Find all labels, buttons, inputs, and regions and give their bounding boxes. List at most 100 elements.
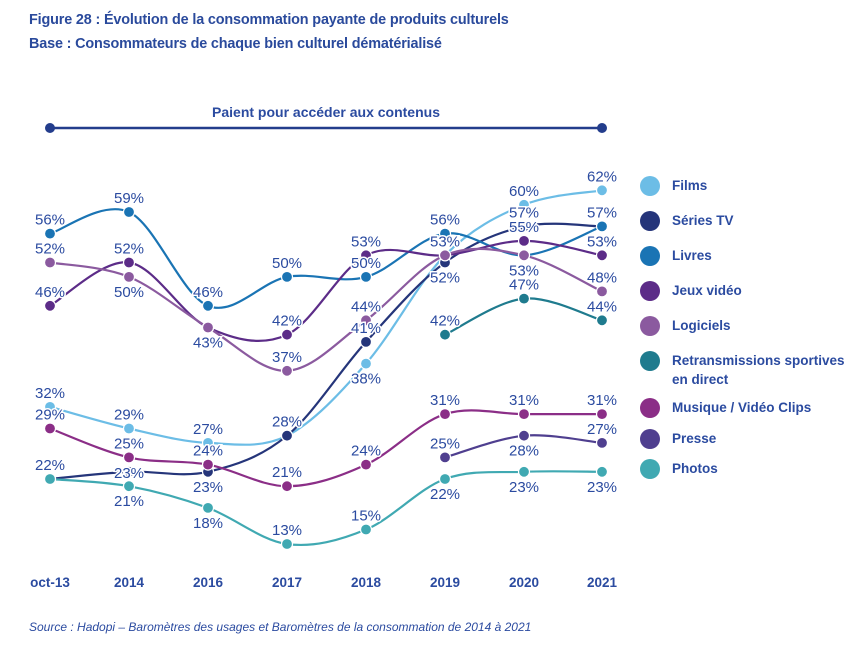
data-label-jeux-video: 52% (114, 241, 144, 258)
x-tick-label: 2016 (193, 575, 224, 590)
data-point-photos (359, 523, 373, 536)
data-label-series-tv: 57% (509, 204, 539, 221)
data-point-photos (438, 472, 452, 486)
data-point-livres (201, 299, 215, 312)
series-line-series-tv (49, 222, 603, 481)
legend-label: Films (672, 178, 708, 193)
data-label-musique-video-clips: 29% (35, 407, 65, 424)
data-point-jeux-video (517, 234, 531, 247)
data-point-musique-video-clips (517, 408, 531, 421)
data-label-jeux-video: 53% (351, 233, 381, 250)
legend-marker (640, 429, 660, 449)
data-point-photos (280, 537, 294, 551)
data-label-logiciels: 53% (509, 262, 539, 279)
data-label-livres: 46% (193, 284, 223, 301)
data-label-series-tv: 57% (587, 204, 617, 221)
data-label-retransmissions-sportives-en-direct: 47% (509, 277, 539, 294)
data-label-photos: 18% (193, 515, 223, 532)
data-point-series-tv (280, 429, 294, 442)
data-point-films (595, 184, 609, 197)
data-label-logiciels: 43% (193, 335, 223, 352)
legend-marker (640, 398, 660, 418)
legend-item-logiciels: Logiciels (640, 316, 857, 336)
x-tick-label: oct-13 (30, 575, 70, 590)
data-point-photos (43, 472, 57, 486)
series-line-jeux-video (49, 239, 603, 342)
data-label-series-tv: 52% (430, 270, 460, 287)
data-label-musique-video-clips: 24% (351, 443, 381, 460)
data-point-logiciels (201, 321, 215, 334)
data-label-musique-video-clips: 31% (509, 392, 539, 409)
series-line-livres (49, 208, 603, 309)
data-point-logiciels (517, 249, 531, 262)
data-label-jeux-video: 53% (587, 233, 617, 250)
data-label-livres: 57% (587, 204, 617, 221)
data-point-musique-video-clips (43, 422, 57, 435)
legend-item-films: Films (640, 176, 857, 196)
data-label-series-tv: 41% (351, 320, 381, 337)
x-tick-label: 2021 (587, 575, 618, 590)
data-point-livres (280, 270, 294, 283)
data-label-livres: 50% (272, 255, 302, 272)
data-point-jeux-video (43, 299, 57, 312)
data-label-photos: 23% (509, 479, 539, 496)
legend-item-photos: Photos (640, 459, 857, 479)
data-point-logiciels (280, 364, 294, 377)
data-point-logiciels (122, 270, 136, 283)
x-tick-label: 2019 (430, 575, 460, 590)
legend-label: Presse (672, 431, 717, 446)
data-label-films: 38% (351, 371, 381, 388)
data-point-jeux-video (122, 256, 136, 269)
annotation-label: Paient pour accéder aux contenus (212, 104, 440, 120)
data-point-retransmissions-sportives-en-direct (517, 292, 531, 305)
data-label-musique-video-clips: 31% (587, 392, 617, 409)
data-point-logiciels (595, 285, 609, 298)
legend-item-presse: Presse (640, 429, 857, 449)
data-label-logiciels: 53% (430, 233, 460, 250)
legend-label: Retransmissions sportives en direct (672, 353, 845, 387)
x-tick-label: 2020 (509, 575, 539, 590)
data-point-photos (595, 465, 609, 478)
series-line-films (49, 189, 603, 446)
data-label-photos: 15% (351, 508, 381, 525)
data-point-jeux-video (595, 249, 609, 262)
data-point-musique-video-clips (201, 458, 215, 471)
figure-subtitle: Base : Consommateurs de chaque bien cult… (29, 36, 442, 52)
data-point-musique-video-clips (359, 458, 373, 471)
data-label-retransmissions-sportives-en-direct: 42% (430, 313, 460, 330)
data-label-films: 29% (114, 407, 144, 424)
data-label-presse: 27% (587, 421, 617, 438)
data-point-photos (201, 501, 215, 514)
data-label-jeux-video: 55% (509, 219, 539, 236)
legend-label: Logiciels (672, 318, 731, 333)
data-label-logiciels: 44% (351, 298, 381, 315)
data-label-livres: 56% (35, 212, 65, 229)
legend-label: Séries TV (672, 213, 734, 228)
data-point-livres (438, 227, 452, 240)
legend-label: Photos (672, 461, 718, 476)
data-label-series-tv: 23% (114, 465, 144, 482)
data-point-livres (595, 220, 609, 233)
data-point-musique-video-clips (122, 451, 136, 464)
data-label-musique-video-clips: 31% (430, 392, 460, 409)
data-label-jeux-video: 42% (272, 313, 302, 330)
legend-label: Musique / Vidéo Clips (672, 400, 812, 415)
data-label-livres: 59% (114, 190, 144, 207)
data-point-musique-video-clips (280, 480, 294, 493)
legend-marker (640, 351, 660, 371)
data-point-films (201, 436, 215, 449)
data-label-photos: 22% (35, 457, 65, 474)
legend-label: Livres (672, 248, 712, 263)
data-point-films (43, 400, 57, 413)
data-point-series-tv (517, 220, 531, 233)
legend-label: Jeux vidéo (672, 283, 742, 298)
annotation-endpoint (45, 123, 55, 133)
data-point-livres (43, 227, 57, 240)
data-point-logiciels (438, 249, 452, 262)
data-label-musique-video-clips: 25% (114, 435, 144, 452)
legend-marker (640, 176, 660, 196)
data-label-logiciels: 48% (587, 269, 617, 286)
legend-item-livres: Livres (640, 246, 857, 266)
legend-marker (640, 281, 660, 301)
